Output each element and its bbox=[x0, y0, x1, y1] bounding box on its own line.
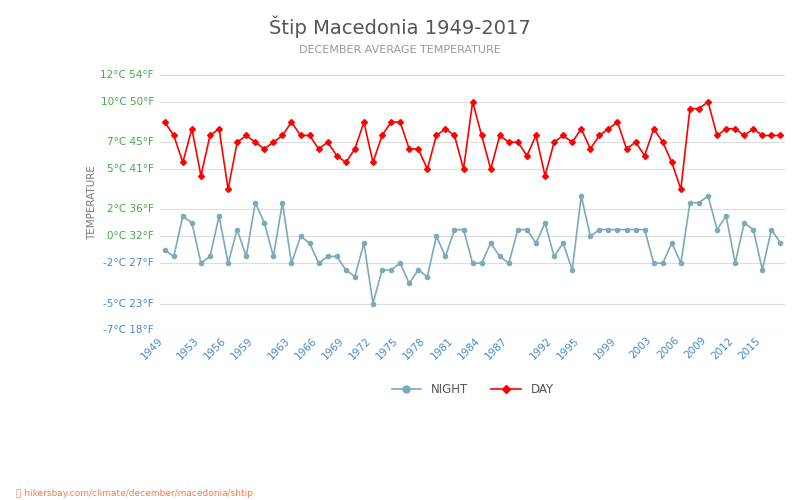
NIGHT bbox=[259, 220, 269, 226]
Text: 12°C 54°F: 12°C 54°F bbox=[101, 70, 154, 80]
DAY bbox=[766, 132, 776, 138]
Text: DECEMBER AVERAGE TEMPERATURE: DECEMBER AVERAGE TEMPERATURE bbox=[299, 45, 501, 55]
Text: -7°C 18°F: -7°C 18°F bbox=[103, 326, 154, 336]
Text: 0°C 32°F: 0°C 32°F bbox=[107, 232, 154, 241]
DAY bbox=[160, 119, 170, 125]
DAY bbox=[531, 132, 541, 138]
Text: 🔥 hikersbay.com/climate/december/macedonia/shtip: 🔥 hikersbay.com/climate/december/macedon… bbox=[16, 488, 253, 498]
DAY bbox=[223, 186, 233, 192]
DAY bbox=[286, 119, 296, 125]
NIGHT bbox=[577, 193, 586, 199]
NIGHT bbox=[205, 254, 214, 260]
Text: 5°C 41°F: 5°C 41°F bbox=[107, 164, 154, 174]
NIGHT bbox=[522, 226, 532, 232]
NIGHT bbox=[776, 240, 786, 246]
Text: -2°C 27°F: -2°C 27°F bbox=[103, 258, 154, 268]
DAY bbox=[468, 99, 478, 105]
DAY bbox=[205, 132, 214, 138]
Y-axis label: TEMPERATURE: TEMPERATURE bbox=[87, 166, 97, 240]
Text: -5°C 23°F: -5°C 23°F bbox=[103, 298, 154, 308]
DAY bbox=[649, 126, 658, 132]
Legend: NIGHT, DAY: NIGHT, DAY bbox=[387, 378, 558, 401]
NIGHT bbox=[766, 226, 776, 232]
Line: DAY: DAY bbox=[162, 100, 782, 192]
Text: 7°C 45°F: 7°C 45°F bbox=[107, 137, 154, 147]
Text: 10°C 50°F: 10°C 50°F bbox=[101, 97, 154, 107]
Text: 2°C 36°F: 2°C 36°F bbox=[107, 204, 154, 214]
NIGHT bbox=[649, 260, 658, 266]
NIGHT bbox=[368, 300, 378, 306]
DAY bbox=[776, 132, 786, 138]
Text: Štip Macedonia 1949-2017: Štip Macedonia 1949-2017 bbox=[269, 15, 531, 38]
NIGHT bbox=[160, 246, 170, 252]
Line: NIGHT: NIGHT bbox=[162, 194, 782, 306]
DAY bbox=[269, 139, 278, 145]
NIGHT bbox=[278, 200, 287, 205]
